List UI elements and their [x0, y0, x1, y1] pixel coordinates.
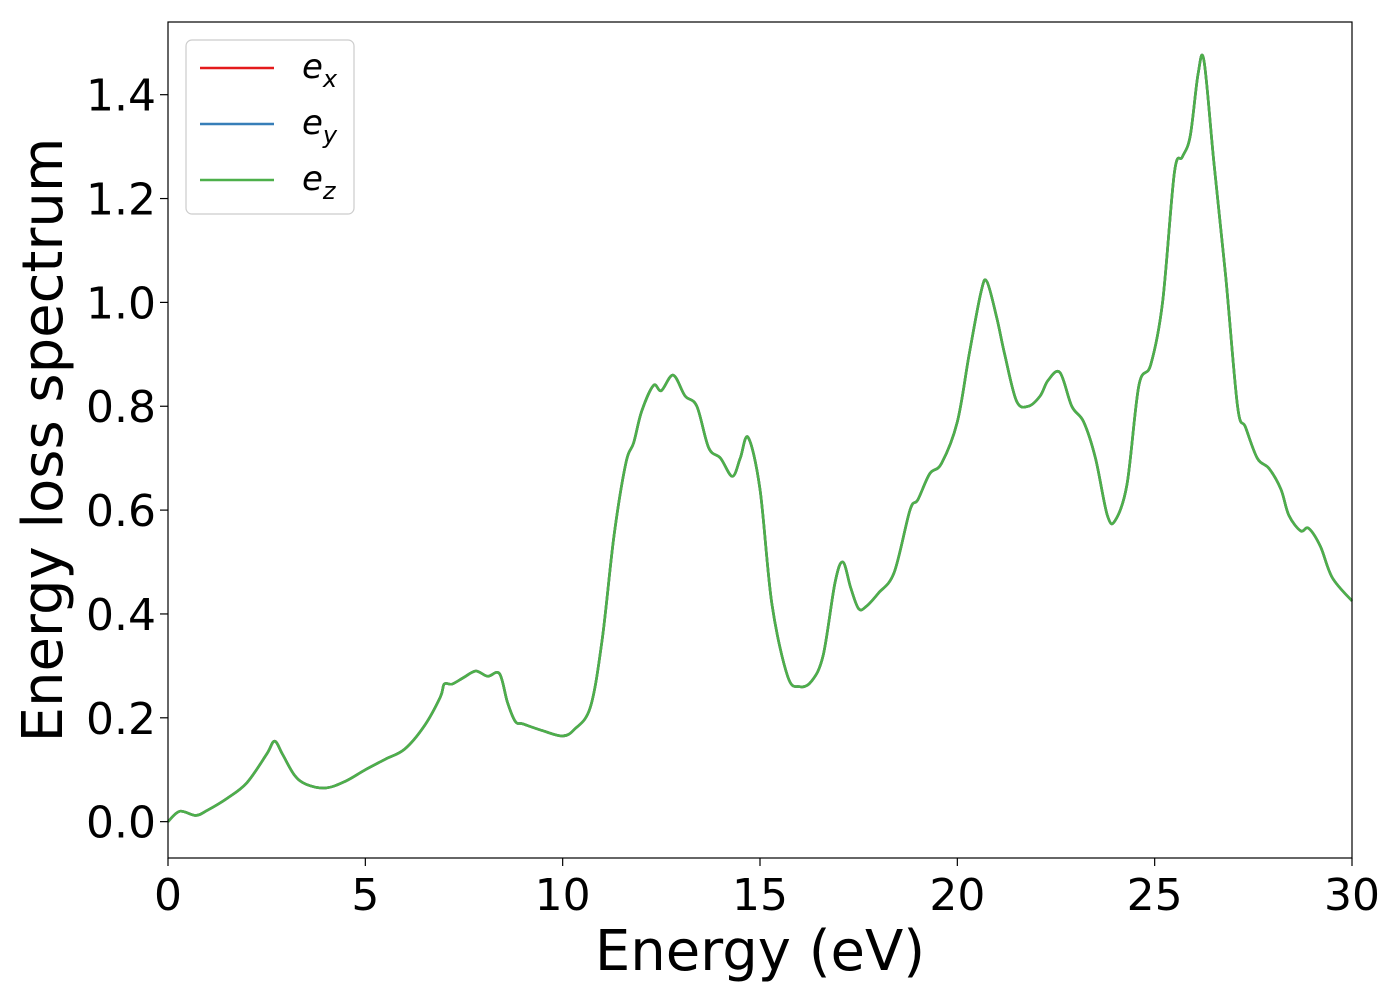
- x-tick-label: 5: [351, 870, 379, 921]
- legend-label-z: ez: [302, 159, 337, 205]
- y-axis-title: Energy loss spectrum: [11, 138, 76, 743]
- legend-box: [185, 39, 355, 215]
- plot-background: [168, 22, 1352, 858]
- y-tick-label: 1.2: [86, 175, 156, 226]
- x-tick-label: 15: [732, 870, 788, 921]
- x-tick-label: 25: [1127, 870, 1183, 921]
- legend-label-y: ey: [302, 103, 338, 149]
- y-tick-label: 0.2: [86, 694, 156, 745]
- series-line-e_z: [167, 53, 1353, 823]
- y-tick-label: 0.4: [86, 590, 156, 641]
- legend-label-x: ex: [302, 47, 338, 93]
- x-axis-title: Energy (eV): [595, 919, 925, 984]
- x-tick-label: 30: [1324, 870, 1380, 921]
- y-tick-label: 0.8: [86, 382, 156, 433]
- y-axis-ticks: 0.0 0.2 0.4 0.6 0.8 1.0 1.2 1.4: [86, 71, 168, 849]
- y-tick-label: 0.6: [86, 486, 156, 537]
- legend: ex ey ez: [185, 39, 355, 215]
- x-tick-label: 0: [154, 870, 182, 921]
- y-tick-label: 1.0: [86, 278, 156, 329]
- x-tick-label: 20: [929, 870, 985, 921]
- x-axis-ticks: 0 5 10 15 20 25 30: [154, 858, 1380, 921]
- y-tick-label: 1.4: [86, 71, 156, 122]
- series-layer: [167, 53, 1353, 823]
- x-tick-label: 10: [535, 870, 591, 921]
- y-tick-label: 0.0: [86, 798, 156, 849]
